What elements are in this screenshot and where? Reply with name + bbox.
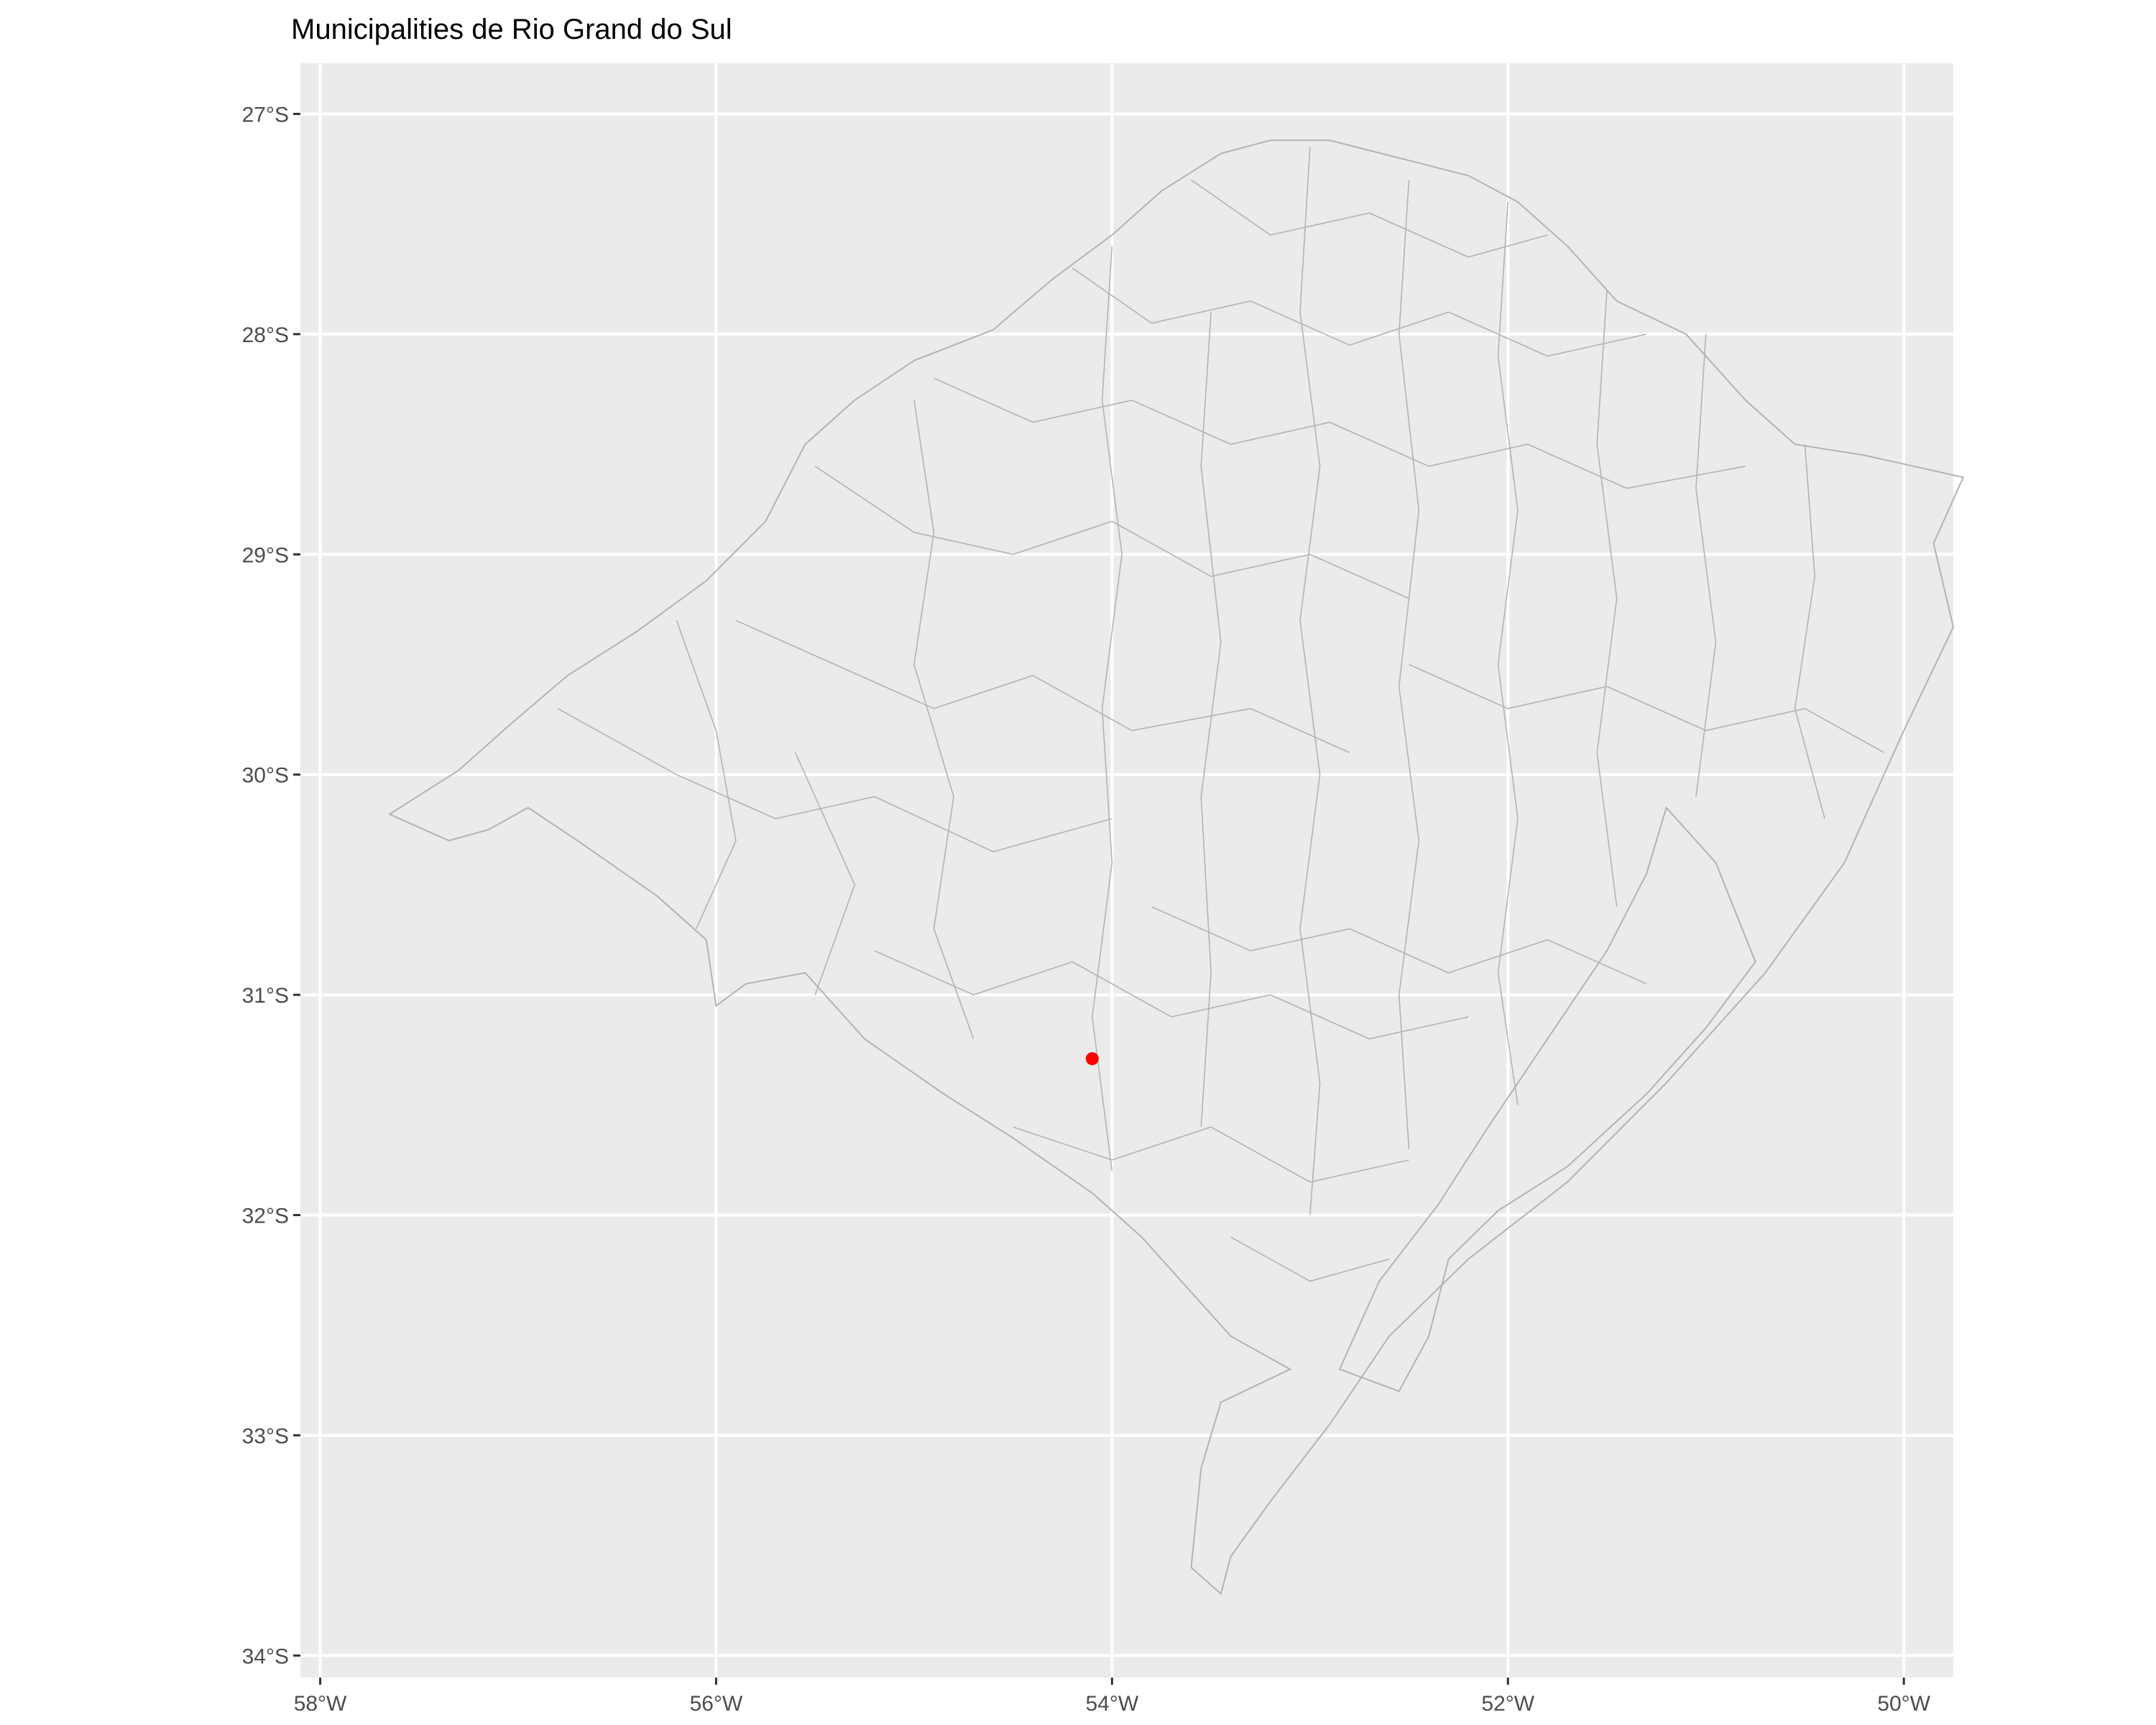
municipal-border-14 — [1299, 147, 1321, 1215]
x-tick-label-1: 56°W — [690, 1692, 743, 1716]
y-tick-label-2: 29°S — [242, 543, 289, 567]
municipal-border-13 — [1091, 246, 1123, 1172]
gridlines — [300, 63, 1953, 1678]
municipal-border-10 — [1230, 1236, 1390, 1282]
x-tick-label-0: 58°W — [294, 1692, 347, 1716]
map-title: Municipalities de Rio Grand do Sul — [291, 14, 732, 45]
y-tick-label-4: 31°S — [242, 984, 289, 1008]
municipal-border-0 — [557, 708, 1112, 852]
municipal-border-21 — [1596, 290, 1618, 907]
municipal-border-12 — [913, 400, 975, 1039]
municipal-border-11 — [676, 620, 737, 929]
y-tick-label-0: 27°S — [242, 103, 289, 126]
municipal-border-7 — [1151, 906, 1647, 985]
lagoon-border — [1338, 806, 1756, 1392]
municipal-border-17 — [1794, 444, 1825, 819]
y-tick-label-1: 28°S — [242, 323, 289, 347]
municipal-border-19 — [1200, 312, 1222, 1128]
municipal-border-3 — [934, 377, 1746, 489]
municipal-border-6 — [1409, 663, 1884, 753]
x-axis: 58°W 56°W 54°W 52°W 50°W — [294, 1678, 1931, 1716]
x-tick-label-2: 54°W — [1085, 1692, 1138, 1716]
municipal-border-18 — [794, 752, 856, 995]
municipal-border-1 — [735, 620, 1350, 753]
y-tick-label-3: 30°S — [242, 764, 289, 788]
municipal-border-5 — [1191, 179, 1548, 258]
state-outline — [387, 139, 1965, 1596]
x-tick-label-3: 52°W — [1481, 1692, 1534, 1716]
municipal-border-9 — [1013, 1126, 1409, 1183]
municipal-border-16 — [1695, 334, 1717, 797]
y-tick-label-5: 32°S — [242, 1205, 289, 1228]
state-border — [387, 139, 1965, 1596]
municipal-border-20 — [1398, 180, 1420, 1149]
panel-background — [300, 63, 1953, 1678]
highlighted-location — [1085, 1052, 1099, 1065]
y-axis: 27°S 28°S 29°S 30°S 31°S 32°S 33°S 34°S — [242, 103, 300, 1668]
municipal-border-8 — [874, 950, 1469, 1040]
municipal-boundaries — [557, 147, 1884, 1282]
y-tick-label-6: 33°S — [242, 1425, 289, 1448]
x-tick-label-4: 50°W — [1877, 1692, 1930, 1716]
municipal-border-4 — [1072, 267, 1647, 357]
highlight-point — [1085, 1052, 1099, 1065]
y-tick-label-7: 34°S — [242, 1644, 289, 1668]
municipal-border-15 — [1497, 201, 1519, 1105]
municipal-border-2 — [814, 466, 1409, 599]
